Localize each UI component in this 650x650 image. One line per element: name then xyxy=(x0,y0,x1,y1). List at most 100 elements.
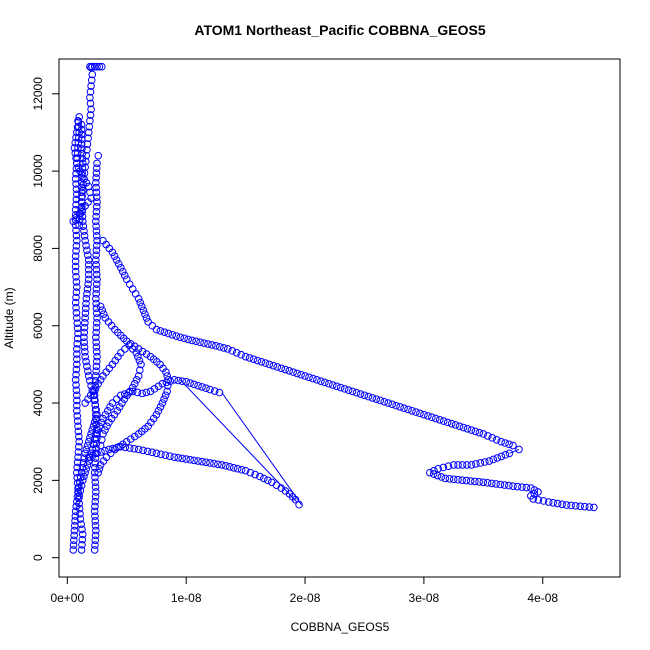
data-point xyxy=(126,281,133,288)
data-point xyxy=(129,286,136,293)
data-point xyxy=(502,440,509,447)
x-axis-label: COBBNA_GEOS5 xyxy=(291,620,390,634)
data-point xyxy=(135,353,142,360)
data-point xyxy=(326,380,333,387)
data-point xyxy=(432,415,439,422)
data-point xyxy=(199,384,206,391)
data-point xyxy=(139,303,146,310)
data-point xyxy=(401,405,408,412)
data-point xyxy=(436,416,443,423)
data-point xyxy=(203,385,210,392)
x-tick-label: 3e-08 xyxy=(409,591,440,605)
data-point xyxy=(137,299,144,306)
data-point xyxy=(476,429,483,436)
data-point xyxy=(132,291,139,298)
data-point xyxy=(75,164,82,171)
y-axis-label: Altitude (m) xyxy=(2,287,16,348)
data-point xyxy=(149,449,156,456)
data-point xyxy=(84,462,91,469)
data-point xyxy=(477,460,484,467)
data-point xyxy=(318,378,325,385)
y-tick-label: 2000 xyxy=(31,467,45,494)
data-point xyxy=(135,446,142,453)
data-point xyxy=(96,465,103,472)
data-point xyxy=(472,428,479,435)
data-points xyxy=(70,63,597,553)
data-point xyxy=(155,407,162,414)
data-point xyxy=(113,257,120,264)
data-point xyxy=(427,469,434,476)
data-point xyxy=(158,451,165,458)
data-point xyxy=(118,264,125,271)
data-point xyxy=(298,371,305,378)
data-point xyxy=(83,465,90,472)
data-point xyxy=(270,362,277,369)
data-point xyxy=(506,441,513,448)
chart-title: ATOM1 Northeast_Pacific COBBNA_GEOS5 xyxy=(194,22,485,38)
data-point xyxy=(169,331,176,338)
data-point xyxy=(122,346,129,353)
data-point xyxy=(262,360,269,367)
data-point xyxy=(322,379,329,386)
data-point xyxy=(131,380,138,387)
data-point xyxy=(353,389,360,396)
data-point xyxy=(157,328,164,335)
series-lines xyxy=(180,380,519,505)
data-point xyxy=(157,404,164,411)
data-point xyxy=(165,330,172,337)
y-tick-label: 0 xyxy=(31,554,45,561)
data-point xyxy=(314,377,321,384)
data-point xyxy=(337,384,344,391)
y-tick-label: 12000 xyxy=(31,77,45,111)
data-point xyxy=(329,382,336,389)
data-point xyxy=(254,357,261,364)
data-point xyxy=(448,420,455,427)
data-point xyxy=(473,461,480,468)
data-point xyxy=(144,448,151,455)
data-point xyxy=(341,386,348,393)
data-point xyxy=(149,322,156,329)
data-point xyxy=(140,447,147,454)
y-tick-label: 6000 xyxy=(31,312,45,339)
data-point xyxy=(306,374,313,381)
data-point xyxy=(409,407,416,414)
data-point xyxy=(266,361,273,368)
data-point xyxy=(373,396,380,403)
data-point xyxy=(506,450,513,457)
data-point xyxy=(389,401,396,408)
data-point xyxy=(162,452,169,459)
data-point xyxy=(510,442,517,449)
data-point xyxy=(162,392,169,399)
x-axis: 0e+00 1e-08 2e-08 3e-08 4e-08 xyxy=(50,577,558,605)
data-point xyxy=(502,452,509,459)
data-point xyxy=(468,427,475,434)
data-point xyxy=(425,413,432,420)
y-axis: 020004000600080001000012000 xyxy=(31,77,59,561)
data-point xyxy=(121,272,128,279)
data-point xyxy=(365,393,372,400)
data-point xyxy=(438,474,445,481)
data-point xyxy=(142,311,149,318)
data-point xyxy=(167,453,174,460)
data-point xyxy=(258,359,265,366)
data-point xyxy=(440,418,447,425)
data-point xyxy=(118,392,125,399)
data-point xyxy=(100,311,107,318)
data-point xyxy=(261,475,268,482)
data-point xyxy=(413,409,420,416)
data-point xyxy=(246,355,253,362)
data-point xyxy=(145,319,152,326)
data-point xyxy=(290,369,297,376)
data-point xyxy=(302,373,309,380)
data-point xyxy=(111,253,118,260)
data-point xyxy=(310,375,317,382)
data-point xyxy=(417,410,424,417)
data-point xyxy=(405,406,412,413)
data-point xyxy=(456,423,463,430)
data-point xyxy=(195,382,202,389)
data-point xyxy=(102,427,109,434)
data-point xyxy=(490,456,497,463)
data-point xyxy=(274,364,281,371)
data-point xyxy=(494,455,501,462)
data-point xyxy=(153,326,160,333)
